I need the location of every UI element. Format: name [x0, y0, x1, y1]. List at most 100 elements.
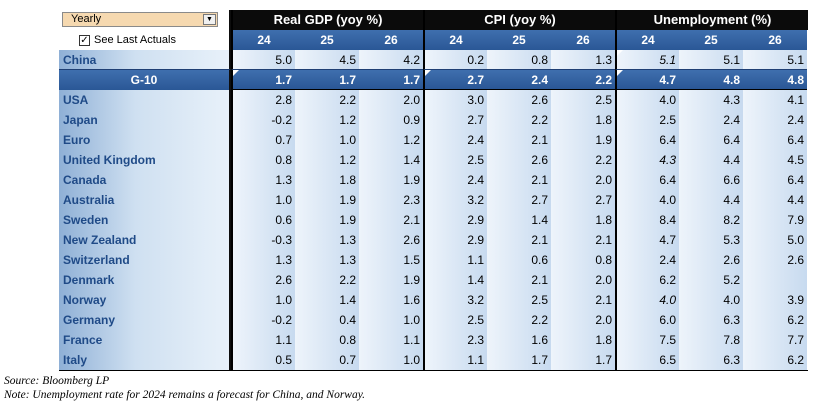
table-cell[interactable]: 6.4 [679, 130, 743, 150]
table-cell[interactable]: -0.2 [231, 110, 295, 130]
table-cell[interactable]: 0.8 [551, 250, 615, 270]
table-cell[interactable]: 7.8 [679, 330, 743, 350]
table-cell[interactable]: 2.1 [551, 290, 615, 310]
table-cell[interactable]: 3.0 [423, 90, 487, 110]
table-cell[interactable]: 1.4 [359, 150, 423, 170]
table-cell[interactable]: 0.2 [423, 50, 487, 70]
table-cell[interactable]: 2.7 [487, 190, 551, 210]
table-cell[interactable]: 1.0 [359, 350, 423, 370]
table-cell[interactable]: 1.9 [295, 190, 359, 210]
table-cell[interactable]: 1.1 [423, 350, 487, 370]
table-cell[interactable]: 8.2 [679, 210, 743, 230]
table-cell[interactable]: 2.6 [487, 90, 551, 110]
table-cell[interactable]: 5.1 [743, 50, 807, 70]
table-cell[interactable]: 1.7 [231, 70, 295, 90]
table-cell[interactable]: 2.7 [423, 110, 487, 130]
table-cell[interactable]: 4.3 [615, 150, 679, 170]
table-cell[interactable]: 4.0 [615, 290, 679, 310]
table-cell[interactable]: 1.4 [423, 270, 487, 290]
table-cell[interactable]: 0.4 [295, 310, 359, 330]
table-cell[interactable]: 1.6 [487, 330, 551, 350]
table-cell[interactable]: 2.5 [615, 110, 679, 130]
table-cell[interactable]: 1.3 [231, 170, 295, 190]
table-cell[interactable]: 2.1 [551, 230, 615, 250]
table-cell[interactable]: 5.3 [679, 230, 743, 250]
table-cell[interactable]: 1.2 [359, 130, 423, 150]
table-cell[interactable]: 1.8 [551, 110, 615, 130]
table-cell[interactable]: 1.9 [295, 210, 359, 230]
table-cell[interactable]: 0.7 [295, 350, 359, 370]
table-cell[interactable]: 2.0 [551, 170, 615, 190]
table-cell[interactable]: 3.9 [743, 290, 807, 310]
table-cell[interactable]: 2.4 [423, 170, 487, 190]
table-cell[interactable]: 1.6 [359, 290, 423, 310]
table-cell[interactable]: 1.0 [295, 130, 359, 150]
checkmark-icon[interactable]: ✓ [79, 34, 90, 46]
table-cell[interactable]: -0.2 [231, 310, 295, 330]
table-cell[interactable]: 2.6 [359, 230, 423, 250]
table-cell[interactable]: 3.2 [423, 190, 487, 210]
table-cell[interactable]: 1.0 [231, 190, 295, 210]
table-cell[interactable]: 2.2 [487, 310, 551, 330]
table-cell[interactable]: 8.4 [615, 210, 679, 230]
table-cell[interactable]: 0.6 [231, 210, 295, 230]
table-cell[interactable]: 2.9 [423, 230, 487, 250]
table-cell[interactable]: 1.0 [231, 290, 295, 310]
table-cell[interactable]: 5.0 [743, 230, 807, 250]
table-cell[interactable]: 1.3 [551, 50, 615, 70]
table-cell[interactable]: 2.0 [551, 270, 615, 290]
table-cell[interactable]: 6.4 [743, 130, 807, 150]
table-cell[interactable]: -0.3 [231, 230, 295, 250]
table-cell[interactable]: 4.7 [615, 70, 679, 90]
table-cell[interactable]: 6.2 [743, 310, 807, 330]
table-cell[interactable]: 1.5 [359, 250, 423, 270]
table-cell[interactable]: 4.4 [679, 190, 743, 210]
table-cell[interactable]: 1.7 [487, 350, 551, 370]
table-cell[interactable]: 4.8 [679, 70, 743, 90]
table-cell[interactable]: 4.4 [743, 190, 807, 210]
table-cell[interactable]: 6.2 [615, 270, 679, 290]
table-cell[interactable]: 6.3 [679, 350, 743, 370]
table-cell[interactable]: 0.6 [487, 250, 551, 270]
table-cell[interactable]: 4.0 [615, 190, 679, 210]
table-cell[interactable]: 4.0 [679, 290, 743, 310]
table-cell[interactable]: 2.5 [423, 310, 487, 330]
table-cell[interactable]: 0.9 [359, 110, 423, 130]
table-cell[interactable]: 4.8 [743, 70, 807, 90]
table-cell[interactable]: 1.9 [359, 170, 423, 190]
table-cell[interactable]: 1.7 [359, 70, 423, 90]
table-cell[interactable]: 2.6 [743, 250, 807, 270]
table-cell[interactable]: 5.0 [231, 50, 295, 70]
table-cell[interactable]: 1.4 [295, 290, 359, 310]
table-cell[interactable]: 2.6 [487, 150, 551, 170]
table-cell[interactable]: 1.7 [295, 70, 359, 90]
table-cell[interactable]: 1.1 [359, 330, 423, 350]
table-cell[interactable]: 0.5 [231, 350, 295, 370]
table-cell[interactable]: 1.3 [295, 250, 359, 270]
see-last-actuals-checkbox[interactable]: ✓ See Last Actuals [79, 33, 176, 47]
table-cell[interactable]: 0.8 [487, 50, 551, 70]
table-cell[interactable]: 5.1 [615, 50, 679, 70]
table-cell[interactable]: 2.2 [295, 270, 359, 290]
table-cell[interactable]: 2.1 [487, 230, 551, 250]
table-cell[interactable]: 2.4 [679, 110, 743, 130]
table-cell[interactable]: 2.3 [359, 190, 423, 210]
table-cell[interactable]: 2.4 [487, 70, 551, 90]
table-cell[interactable]: 4.4 [679, 150, 743, 170]
table-cell[interactable]: 1.8 [295, 170, 359, 190]
table-cell[interactable]: 7.7 [743, 330, 807, 350]
table-cell[interactable]: 2.2 [551, 70, 615, 90]
table-cell[interactable]: 2.2 [551, 150, 615, 170]
table-cell[interactable]: 6.4 [615, 170, 679, 190]
table-cell[interactable]: 2.2 [295, 90, 359, 110]
table-cell[interactable]: 2.1 [487, 170, 551, 190]
table-cell[interactable]: 2.6 [231, 270, 295, 290]
table-cell[interactable]: 1.9 [551, 130, 615, 150]
table-cell[interactable]: 1.3 [231, 250, 295, 270]
table-cell[interactable]: 1.4 [487, 210, 551, 230]
table-cell[interactable]: 6.4 [743, 170, 807, 190]
table-cell[interactable]: 4.1 [743, 90, 807, 110]
table-cell[interactable]: 2.4 [743, 110, 807, 130]
table-cell[interactable]: 2.1 [359, 210, 423, 230]
table-cell[interactable]: 2.1 [487, 130, 551, 150]
